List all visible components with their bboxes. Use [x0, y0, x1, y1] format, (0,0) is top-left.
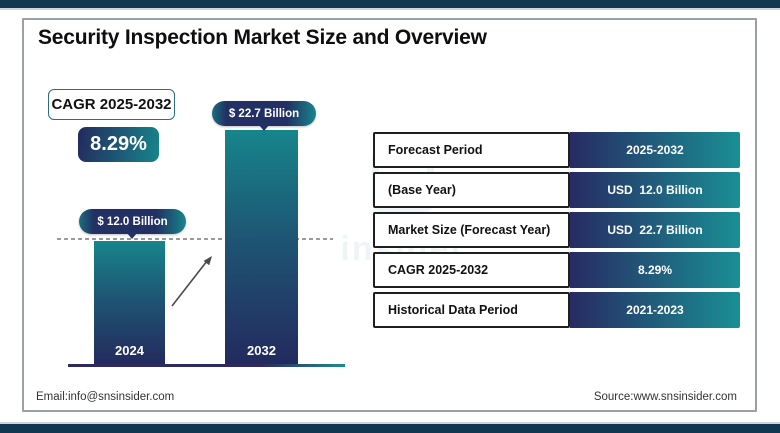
- row-value: USD 22.7 Billion: [570, 212, 740, 248]
- table-row: (Base Year) USD 12.0 Billion: [373, 172, 740, 208]
- row-value: 2021-2023: [570, 292, 740, 328]
- bar-2024-value-pill: $ 12.0 Billion: [79, 209, 186, 234]
- table-row: Market Size (Forecast Year) USD 22.7 Bil…: [373, 212, 740, 248]
- cagr-value: 8.29%: [90, 133, 147, 155]
- row-label: Historical Data Period: [373, 292, 570, 328]
- row-label: Forecast Period: [373, 132, 570, 168]
- row-value: 8.29%: [570, 252, 740, 288]
- pill-pointer-icon: [127, 233, 137, 239]
- row-label: (Base Year): [373, 172, 570, 208]
- row-label: CAGR 2025-2032: [373, 252, 570, 288]
- reference-dashed-line: [57, 238, 333, 240]
- cagr-label-badge: CAGR 2025-2032: [48, 89, 175, 120]
- table-row: CAGR 2025-2032 8.29%: [373, 252, 740, 288]
- row-value: USD 12.0 Billion: [570, 172, 740, 208]
- bar-2032-value-label: $ 22.7 Billion: [228, 107, 300, 120]
- pill-pointer-icon: [259, 125, 269, 131]
- cagr-value-badge: 8.29%: [78, 127, 159, 162]
- table-row: Forecast Period 2025-2032: [373, 132, 740, 168]
- cagr-label: CAGR 2025-2032: [51, 96, 172, 113]
- row-label: Market Size (Forecast Year): [373, 212, 570, 248]
- row-value: 2025-2032: [570, 132, 740, 168]
- table-row: Historical Data Period 2021-2023: [373, 292, 740, 328]
- top-accent-line: [0, 8, 780, 10]
- growth-arrow-icon: [171, 256, 212, 307]
- footer-source: Source:www.snsinsider.com: [593, 391, 737, 403]
- top-band: [0, 0, 780, 8]
- bar-2024-value-label: $ 12.0 Billion: [97, 215, 168, 228]
- bar-2032-value-pill: $ 22.7 Billion: [212, 101, 316, 126]
- page-title: Security Inspection Market Size and Over…: [38, 26, 487, 49]
- bottom-accent-line: [0, 422, 780, 424]
- bar-2024: 2024: [94, 241, 165, 365]
- bar-2032: 2032: [225, 130, 298, 365]
- spec-table: Forecast Period 2025-2032 (Base Year) US…: [373, 132, 740, 332]
- bar-2024-category-label: 2024: [115, 343, 144, 358]
- bottom-band: [0, 424, 780, 433]
- x-axis-baseline: [68, 364, 345, 367]
- bar-2032-category-label: 2032: [247, 343, 276, 358]
- footer-email: Email:info@snsinsider.com: [36, 391, 175, 403]
